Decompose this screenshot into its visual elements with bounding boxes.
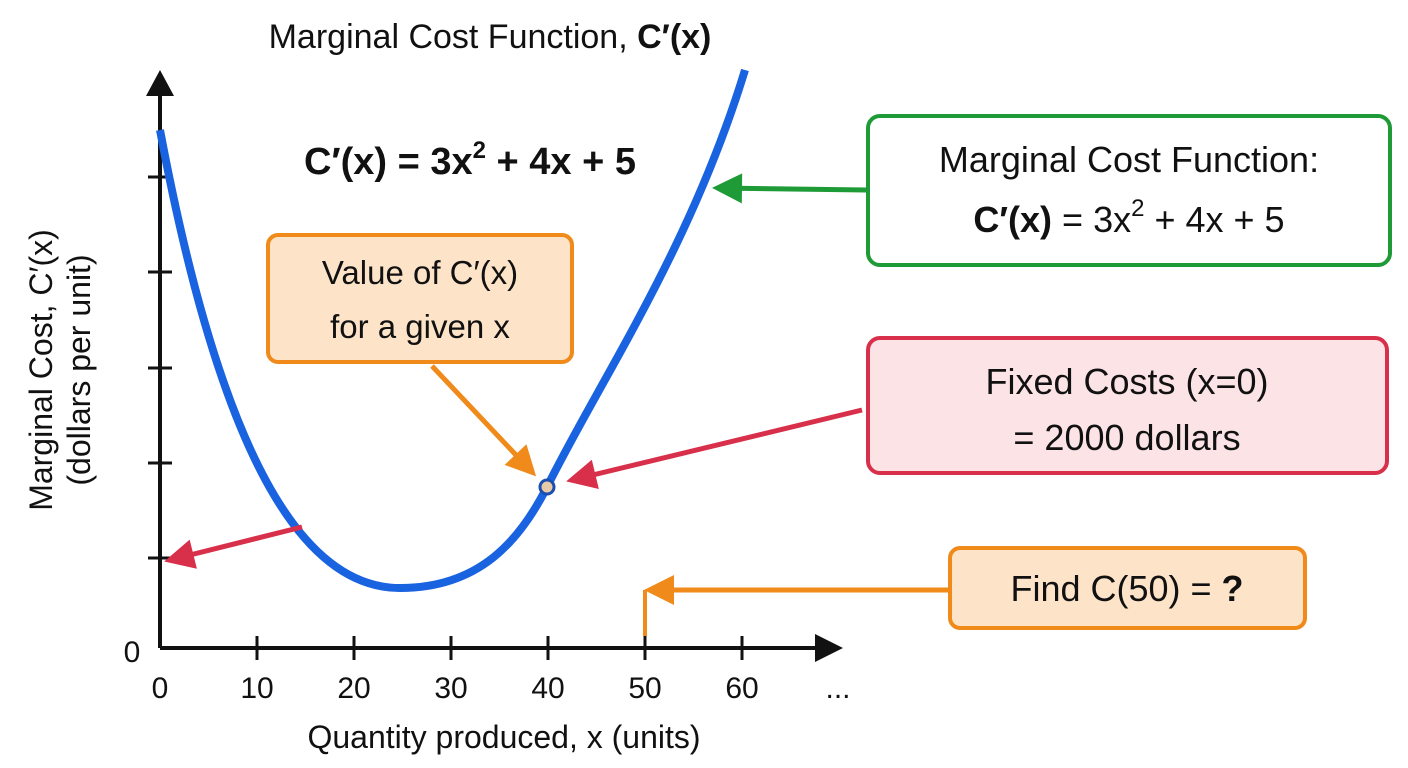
fixed-arrow <box>566 407 863 489</box>
find-emphasis: ? <box>1222 568 1244 609</box>
x-tick-label: 30 <box>434 672 467 705</box>
title-emphasis: C′(x) <box>637 18 711 56</box>
fixed-box-line: Fixed Costs (x=0) <box>985 361 1268 402</box>
marginal-lhs: C′(x) <box>973 199 1052 240</box>
y-axis-label: Marginal Cost, C′(x) (dollars per unit) <box>23 229 97 511</box>
x-axis-label: Quantity produced, x (units) <box>307 719 700 755</box>
y-origin-label: 0 <box>124 636 141 669</box>
x-tick-label: 40 <box>531 672 564 705</box>
value-arrow <box>430 364 537 477</box>
equation-lhs: C′(x) = 3x <box>304 141 473 183</box>
fixed-arrow-axis <box>164 524 303 569</box>
find-text: Find C(50) = <box>1010 568 1221 609</box>
x-axis-arrow <box>815 634 843 662</box>
x-more: ... <box>825 672 850 705</box>
x-tick-label: 50 <box>628 672 661 705</box>
y-axis-label-line: (dollars per unit) <box>61 254 97 485</box>
marginal-arrow <box>712 173 867 204</box>
x-tick-label: 0 <box>152 672 169 705</box>
y-axis-label-line: Marginal Cost, C′(x) <box>23 229 59 511</box>
marginal-box <box>866 114 1392 267</box>
x-ticks: 0 10 20 30 40 50 60 <box>152 636 759 705</box>
value-box <box>266 233 574 364</box>
fixed-box <box>866 336 1389 475</box>
marginal-box-equation: C′(x) = 3x2 + 4x + 5 <box>973 195 1284 240</box>
x-tick-label: 10 <box>240 672 273 705</box>
marginal-exponent: 2 <box>1131 195 1144 222</box>
fixed-box-line: = 2000 dollars <box>1013 417 1240 458</box>
marginal-eq: = 3x <box>1052 199 1131 240</box>
find-box <box>948 546 1307 630</box>
find-box-text: Find C(50) = ? <box>1010 568 1243 609</box>
y-ticks <box>148 175 172 560</box>
equation-exponent: 2 <box>473 137 486 164</box>
value-box-line: for a given x <box>330 308 510 345</box>
x-tick-label: 60 <box>725 672 758 705</box>
value-box-line: Value of C′(x) <box>322 254 518 291</box>
y-axis-arrow <box>146 70 174 96</box>
marginal-rhs: + 4x + 5 <box>1144 199 1284 240</box>
marginal-box-heading: Marginal Cost Function: <box>939 139 1319 180</box>
title-text: Marginal Cost Function, <box>269 18 638 56</box>
cost-curve <box>156 68 749 593</box>
title: Marginal Cost Function, C′(x) <box>269 18 712 56</box>
equation-rhs: + 4x + 5 <box>486 141 636 183</box>
curve-point <box>538 478 556 496</box>
x-tick-label: 20 <box>337 672 370 705</box>
equation: C′(x) = 3x2 + 4x + 5 <box>304 137 636 183</box>
